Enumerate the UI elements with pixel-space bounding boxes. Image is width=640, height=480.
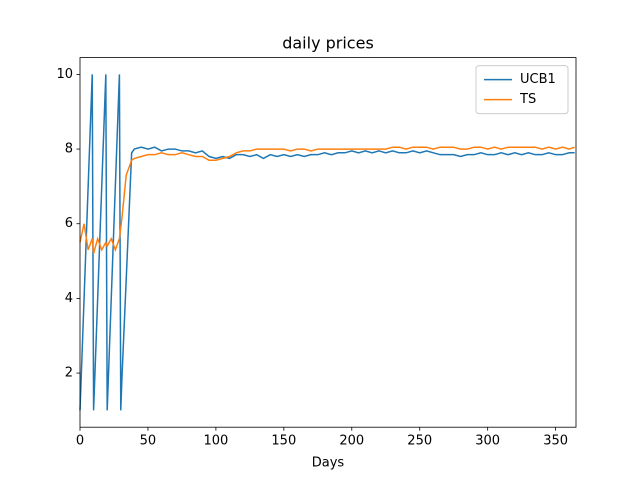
series-line bbox=[79, 74, 575, 411]
x-tick-label: 150 bbox=[271, 434, 296, 449]
x-tick-label: 100 bbox=[203, 434, 228, 449]
x-tick-label: 0 bbox=[76, 434, 84, 449]
y-tick-label: 2 bbox=[65, 366, 73, 381]
series-line bbox=[79, 146, 575, 254]
x-axis-label: Days bbox=[312, 456, 345, 471]
x-tick-label: 50 bbox=[140, 434, 157, 449]
x-tick-label: 250 bbox=[407, 434, 432, 449]
x-tick-label: 300 bbox=[475, 434, 500, 449]
x-tick-label: 200 bbox=[339, 434, 364, 449]
y-tick-label: 10 bbox=[56, 67, 73, 82]
plot-frame bbox=[79, 57, 577, 428]
legend-label: UCB1 bbox=[520, 72, 556, 87]
legend-label: TS bbox=[519, 92, 536, 107]
y-tick-label: 6 bbox=[65, 216, 73, 231]
legend-box bbox=[475, 65, 569, 115]
x-tick-label: 350 bbox=[543, 434, 568, 449]
y-tick-label: 8 bbox=[65, 142, 73, 157]
y-tick-label: 4 bbox=[65, 291, 73, 306]
chart-title: daily prices bbox=[282, 34, 374, 53]
